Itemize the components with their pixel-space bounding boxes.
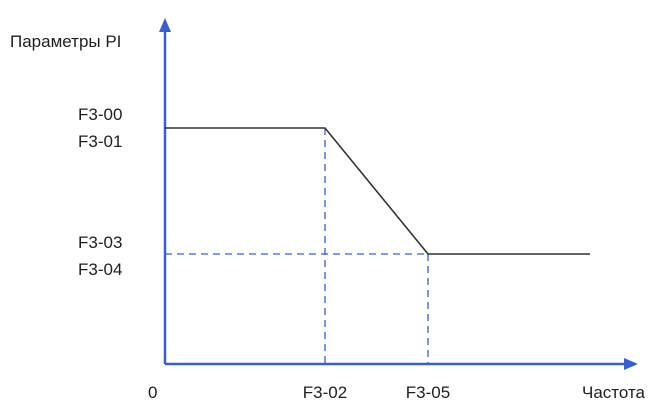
y-tick-label-low-2: F3-04 [78, 260, 122, 279]
x-tick-label-second: F3-05 [406, 383, 450, 402]
y-tick-label-low-1: F3-03 [78, 233, 122, 252]
x-axis-arrow-icon [624, 358, 638, 370]
axes [159, 18, 638, 370]
y-tick-label-high-2: F3-01 [78, 132, 122, 151]
y-axis-label: Параметры PI [10, 32, 121, 51]
y-axis-arrow-icon [159, 18, 171, 32]
x-tick-label-first: F3-02 [303, 383, 347, 402]
pi-parameter-curve [165, 127, 590, 255]
x-axis-label: Частота [582, 383, 646, 402]
dashed-guides [165, 128, 429, 364]
origin-label: 0 [148, 383, 157, 402]
y-tick-label-high-1: F3-00 [78, 105, 122, 124]
